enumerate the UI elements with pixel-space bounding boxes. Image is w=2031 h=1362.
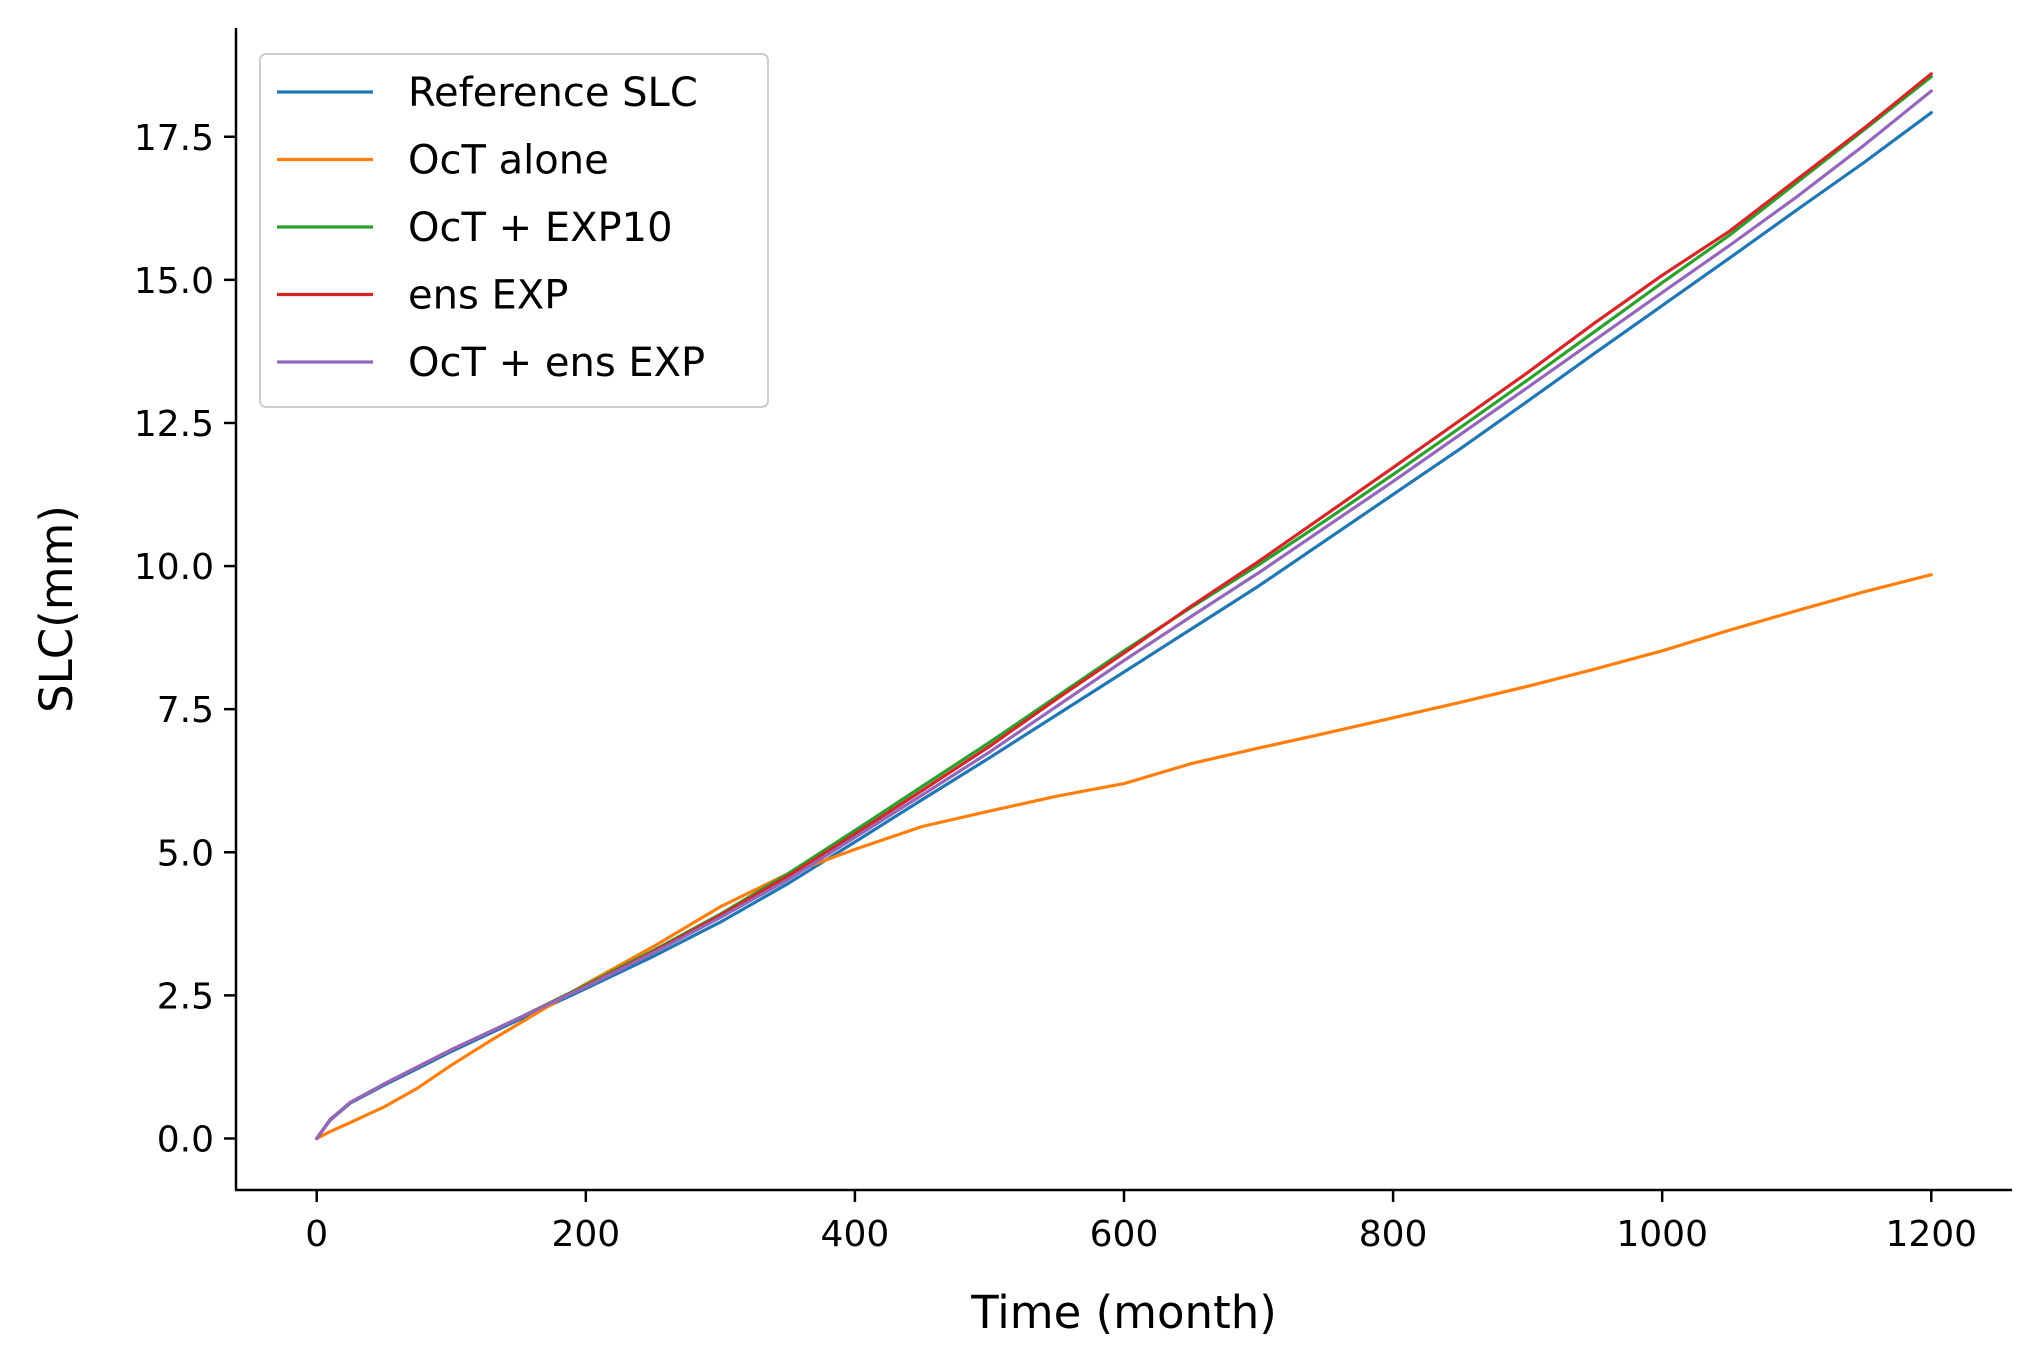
y-tick-label: 10.0 [134, 547, 214, 588]
legend-label-4: OcT + ens EXP [408, 340, 705, 386]
series-lines [315, 72, 1933, 1141]
y-tick-label: 7.5 [157, 690, 214, 731]
y-tick-label: 12.5 [134, 404, 214, 445]
y-tick-label: 5.0 [157, 833, 214, 874]
legend-label-1: OcT alone [408, 138, 609, 184]
x-ticks: 0 200 400 600 800 1000 1200 [305, 1190, 1977, 1255]
legend: Reference SLC OcT alone OcT + EXP10 ens EXP… [259, 53, 769, 408]
y-tick-label: 0.0 [157, 1119, 214, 1160]
x-tick-label: 1000 [1616, 1214, 1708, 1255]
legend-label-2: OcT + EXP10 [408, 205, 673, 251]
legend-label-3: ens EXP [408, 273, 568, 319]
legend-frame [259, 53, 769, 408]
x-tick-label: 800 [1359, 1214, 1428, 1255]
series-line-1 [315, 573, 1933, 1141]
y-tick-label: 15.0 [134, 261, 214, 302]
x-tick-label: 0 [305, 1214, 328, 1255]
y-tick-label: 2.5 [157, 976, 214, 1017]
y-axis-label: SLC(mm) [30, 505, 83, 713]
x-tick-label: 400 [821, 1214, 890, 1255]
y-ticks: 0.0 2.5 5.0 7.5 10.0 12.5 15.0 17.5 [134, 118, 236, 1160]
x-tick-label: 600 [1090, 1214, 1159, 1255]
x-tick-label: 200 [551, 1214, 620, 1255]
series-line-4 [315, 89, 1933, 1141]
x-axis-label: Time (month) [970, 1286, 1277, 1339]
x-tick-label: 1200 [1885, 1214, 1977, 1255]
y-tick-label: 17.5 [134, 118, 214, 159]
legend-label-0: Reference SLC [408, 70, 698, 116]
